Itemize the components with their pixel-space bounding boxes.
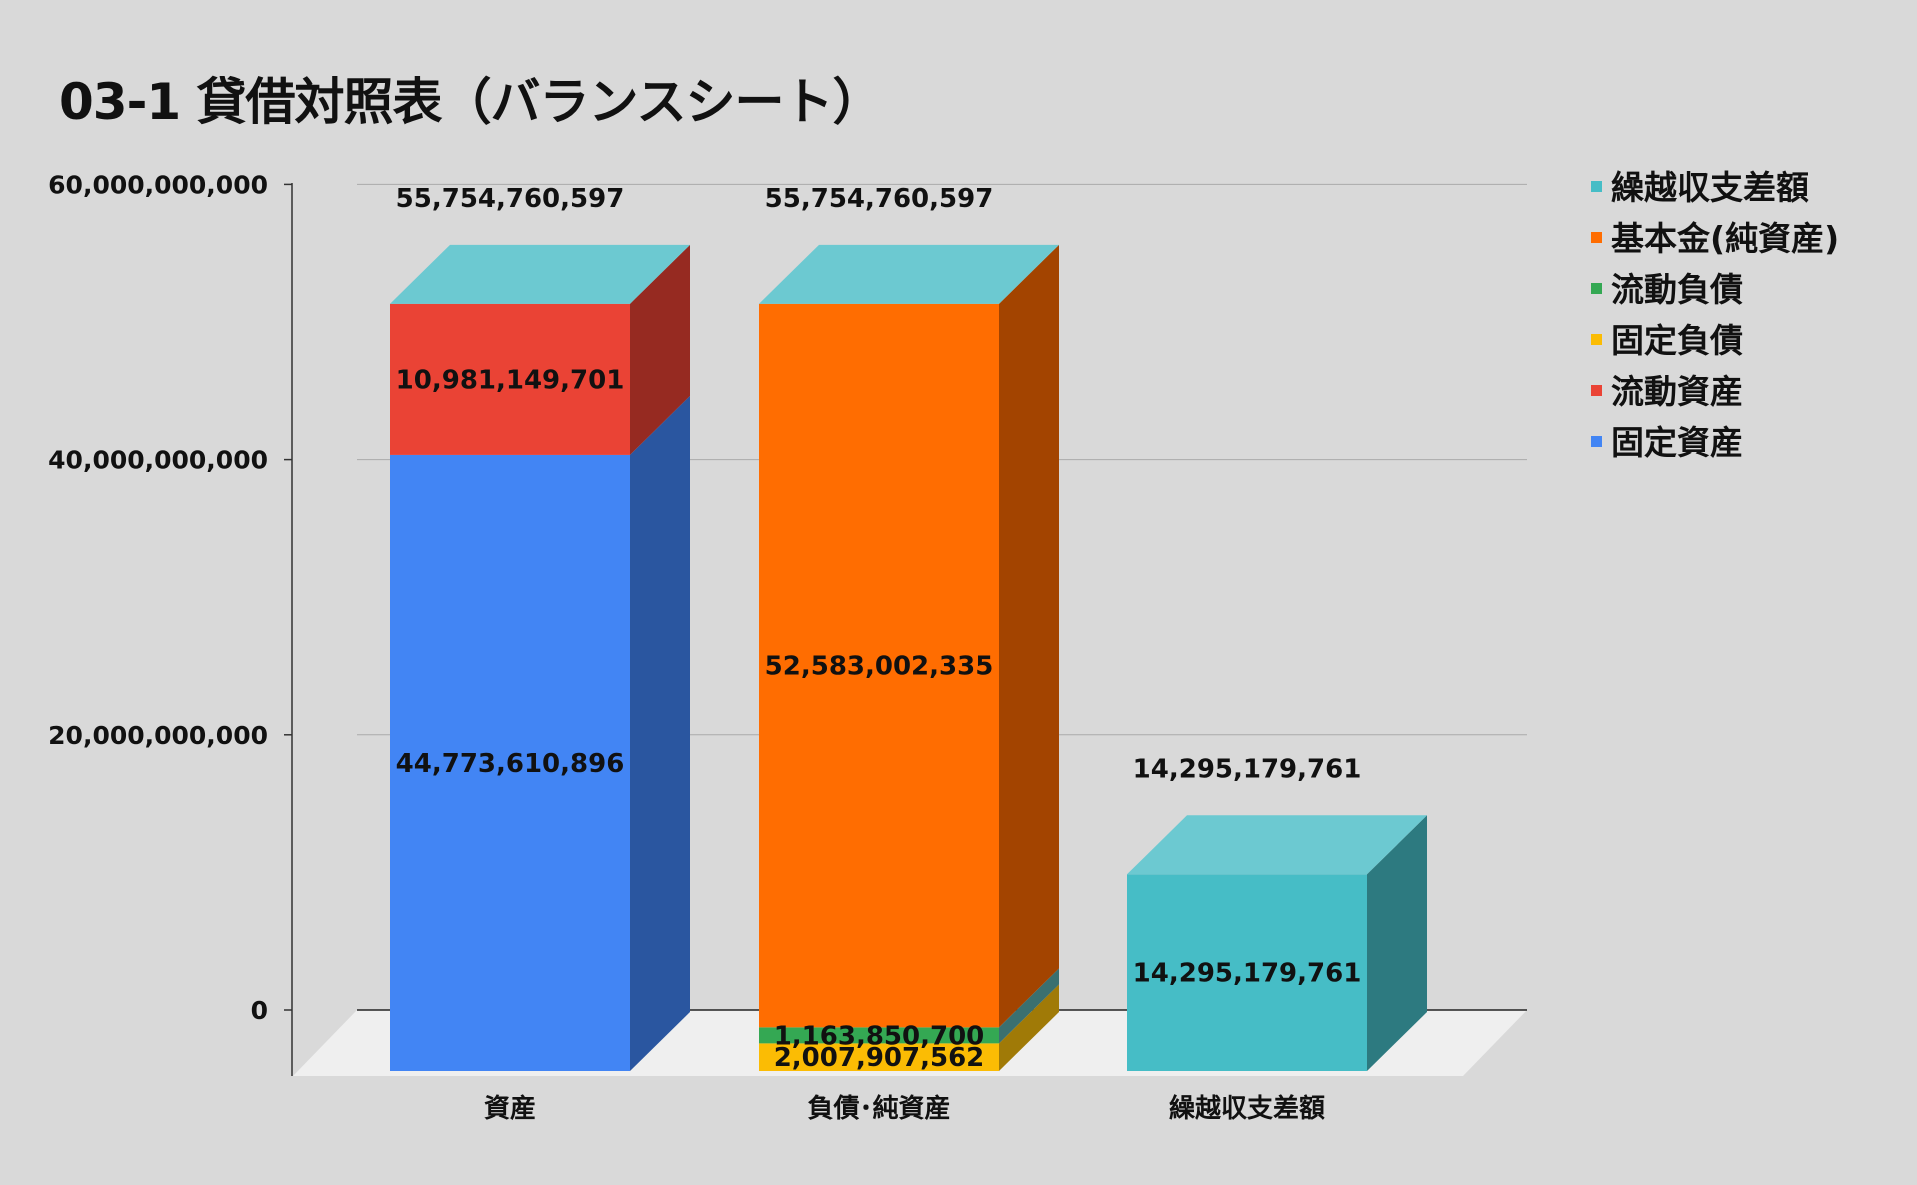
bar-segment — [759, 1043, 999, 1071]
data-label: 2,007,907,562 — [774, 1043, 985, 1073]
bar-segment — [759, 1027, 999, 1044]
legend-swatch — [1591, 232, 1602, 243]
y-tick-label: 20,000,000,000 — [48, 721, 268, 750]
total-label: 14,295,179,761 — [1133, 754, 1362, 784]
bar-side-face — [999, 968, 1059, 1044]
bar-side-face — [1367, 815, 1427, 1071]
y-tick-label: 40,000,000,000 — [48, 446, 268, 475]
legend-swatch — [1591, 436, 1602, 447]
legend-swatch — [1591, 385, 1602, 396]
bar-segment — [390, 303, 630, 455]
x-category-label: 負債･純資産 — [807, 1093, 950, 1124]
legend-label: 流動資産 — [1611, 372, 1743, 411]
bar-side-face — [630, 395, 690, 1071]
legend-label: 固定負債 — [1611, 321, 1743, 360]
legend-label: 固定資産 — [1611, 423, 1743, 462]
legend-label: 繰越収支差額 — [1611, 168, 1809, 207]
bar-side-face — [999, 244, 1059, 1028]
total-label: 55,754,760,597 — [396, 184, 625, 214]
legend-swatch — [1591, 334, 1602, 345]
legend-label: 流動負債 — [1611, 270, 1743, 309]
bar-side-face — [999, 984, 1059, 1071]
x-category-label: 繰越収支差額 — [1169, 1093, 1325, 1124]
bar-segment — [1127, 874, 1367, 1071]
bar-segment — [759, 303, 999, 1028]
data-label: 52,583,002,335 — [765, 652, 994, 682]
data-label: 14,295,179,761 — [1133, 959, 1362, 989]
legend-label: 基本金(純資産) — [1611, 219, 1839, 258]
total-label: 55,754,760,597 — [765, 184, 994, 214]
y-tick-label: 0 — [251, 996, 268, 1025]
legend-swatch — [1591, 283, 1602, 294]
legend-swatch — [1591, 181, 1602, 192]
data-label: 44,773,610,896 — [396, 749, 625, 779]
data-label: 10,981,149,701 — [396, 365, 625, 395]
bar-side-face — [630, 244, 690, 455]
y-tick-label: 60,000,000,000 — [48, 170, 268, 199]
data-label: 1,163,850,700 — [774, 1021, 985, 1051]
bar-top-face — [390, 244, 690, 304]
bar-top-face — [759, 244, 1059, 304]
bar-top-face — [1127, 815, 1427, 875]
chart-title: 03-1 貸借対照表（バランスシート） — [59, 73, 883, 131]
x-category-label: 資産 — [484, 1093, 536, 1124]
bar-segment — [390, 454, 630, 1071]
